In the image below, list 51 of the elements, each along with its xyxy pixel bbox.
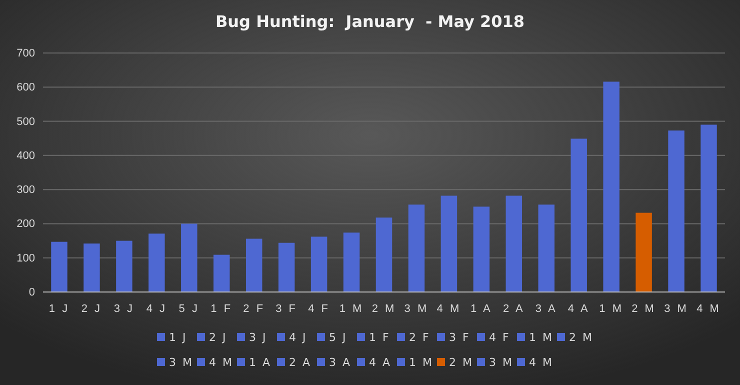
x-tick-label: 4 M (436, 302, 462, 315)
legend-label: 1 M (529, 331, 554, 344)
x-tick-label: 2 F (243, 302, 266, 315)
x-tick-label: 3 F (276, 302, 298, 315)
x-tick-label: 5 J (178, 302, 200, 315)
x-tick-label: 3 J (114, 302, 135, 315)
x-tick-label: 2 M (632, 302, 656, 315)
y-tick-label: 500 (16, 116, 35, 128)
legend-label: 1 M (409, 356, 434, 369)
x-tick-label: 1 M (339, 302, 364, 315)
legend-label: 5 J (329, 331, 348, 344)
x-tick-label: 1 M (599, 302, 624, 315)
legend-label: 4 J (289, 331, 308, 344)
chart-title: Bug Hunting: January - May 2018 (215, 12, 525, 31)
x-tick-label: 4 M (696, 302, 721, 315)
y-tick-label: 200 (16, 218, 35, 230)
x-tick-label: 1 F (210, 302, 233, 315)
y-tick-label: 300 (16, 184, 35, 196)
legend-label: 3 F (449, 331, 470, 344)
legend-label: 4 M (529, 356, 554, 369)
legend-label: 1 A (249, 356, 272, 369)
y-tick-label: 0 (28, 286, 35, 299)
legend-label: 2 F (409, 331, 430, 344)
x-tick-label: 1 J (48, 302, 70, 315)
legend-label: 1 F (369, 331, 390, 344)
legend-label: 2 M (449, 356, 474, 369)
x-tick-label: 4 A (568, 302, 590, 315)
y-tick-label: 400 (16, 150, 35, 162)
x-tick-label: 4 J (146, 302, 168, 315)
legend-label: 2 A (289, 356, 312, 369)
legend-label: 1 J (169, 331, 188, 344)
x-tick-label: 1 A (470, 302, 492, 315)
legend-label: 3 J (249, 331, 268, 344)
y-tick-label: 700 (16, 48, 35, 60)
legend-label: 4 F (489, 331, 510, 344)
legend-label: 3 M (169, 356, 194, 369)
y-tick-label: 100 (16, 252, 35, 264)
legend-label: 3 A (329, 356, 352, 369)
legend-label: 4 A (369, 356, 392, 369)
x-tick-label: 2 M (372, 302, 396, 315)
x-tick-label: 3 A (535, 302, 558, 315)
y-tick-label: 600 (16, 82, 35, 94)
x-tick-label: 3 M (664, 302, 688, 315)
x-tick-label: 2 A (502, 302, 525, 315)
legend-label: 4 M (209, 356, 234, 369)
legend-label: 3 M (489, 356, 514, 369)
x-tick-label: 4 F (308, 302, 330, 315)
legend-label: 2 M (569, 331, 594, 344)
x-tick-label: 2 J (81, 302, 102, 315)
legend-label: 2 J (209, 331, 228, 344)
x-tick-label: 3 M (404, 302, 429, 315)
